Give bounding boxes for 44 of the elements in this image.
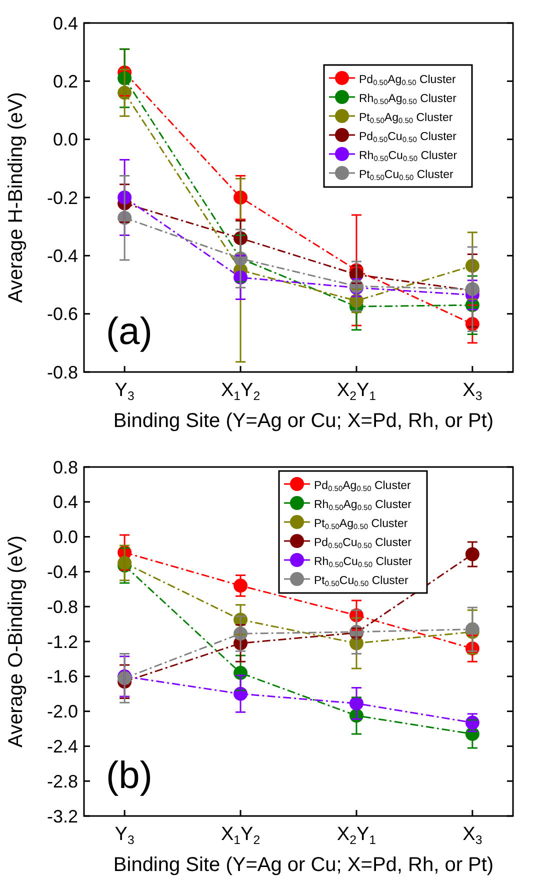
y-tick-label: -3.2 — [46, 806, 78, 826]
y-tick-label: 0.8 — [52, 457, 78, 478]
y-tick-label: -0.4 — [46, 246, 78, 266]
y-tick-label: -1.6 — [46, 666, 78, 687]
y-axis-title: Average H-Binding (eV) — [5, 92, 27, 303]
legend-label: Rh$_{0.50}$Ag$_{0.50}$ Cluster — [314, 499, 412, 512]
legend-label: Rh$_{0.50}$Cu$_{0.50}$ Cluster — [359, 150, 458, 164]
x-axis-title: Binding Site (Y=Ag or Cu; X=Pd, Rh, or Pt) — [113, 410, 494, 432]
y-tick-label: 0.2 — [52, 71, 78, 92]
legend-label: Rh$_{0.50}$Ag$_{0.50}$ Cluster — [359, 93, 457, 106]
y-tick-label: -0.8 — [46, 596, 78, 617]
y-tick-label: 0.4 — [52, 13, 78, 34]
y-tick-label: 0.4 — [52, 492, 78, 512]
x-tick-label: Y$_{3}$ — [114, 380, 134, 403]
legend-label: Pd$_{0.50}$Cu$_{0.50}$ Cluster — [314, 537, 412, 550]
x-tick-label: X$_{2}$Y$_{1}$ — [336, 824, 376, 847]
legend-label: Pt$_{0.50}$Cu$_{0.50}$ Cluster — [314, 575, 408, 588]
y-tick-label: -1.2 — [46, 632, 78, 652]
annotation: (a) — [106, 311, 152, 353]
legend-label: Pd$_{0.50}$Cu$_{0.50}$ Cluster — [359, 131, 457, 144]
legend-label: Pd$_{0.50}$Ag$_{0.50}$ Cluster — [314, 480, 412, 494]
y-tick-label: 0.0 — [52, 130, 78, 150]
y-tick-label: -2.4 — [46, 736, 78, 756]
x-tick-label: X$_{2}$Y$_{1}$ — [336, 380, 376, 403]
x-tick-label: X$_{1}$Y$_{2}$ — [220, 824, 260, 847]
legend-label: Rh$_{0.50}$Cu$_{0.50}$ Cluster — [314, 556, 412, 570]
y-tick-label: -2.0 — [46, 702, 78, 722]
x-tick-label: X$_{3}$ — [462, 824, 482, 847]
y-tick-label: -2.8 — [46, 771, 78, 792]
y-tick-label: 0.0 — [52, 527, 78, 548]
x-tick-label: X$_{1}$Y$_{2}$ — [220, 380, 260, 403]
legend-label: Pt$_{0.50}$Cu$_{0.50}$ Cluster — [359, 169, 454, 182]
y-axis-title: Average O-Binding (eV) — [5, 536, 27, 748]
annotation: (b) — [106, 755, 152, 797]
y-tick-label: -0.8 — [46, 362, 78, 382]
legend-label: Pt$_{0.50}$Ag$_{0.50}$ Cluster — [314, 518, 408, 532]
legend-label: Pt$_{0.50}$Ag$_{0.50}$ Cluster — [359, 112, 453, 126]
x-tick-label: Y$_{3}$ — [114, 824, 134, 847]
x-tick-label: X$_{3}$ — [462, 380, 482, 403]
y-tick-label: -0.6 — [46, 304, 78, 324]
legend-label: Pd$_{0.50}$Ag$_{0.50}$ Cluster — [359, 74, 456, 88]
y-tick-label: -0.2 — [46, 188, 78, 208]
y-tick-label: -0.4 — [46, 562, 78, 582]
x-axis-title: Binding Site (Y=Ag or Cu; X=Pd, Rh, or Pt) — [113, 854, 494, 876]
